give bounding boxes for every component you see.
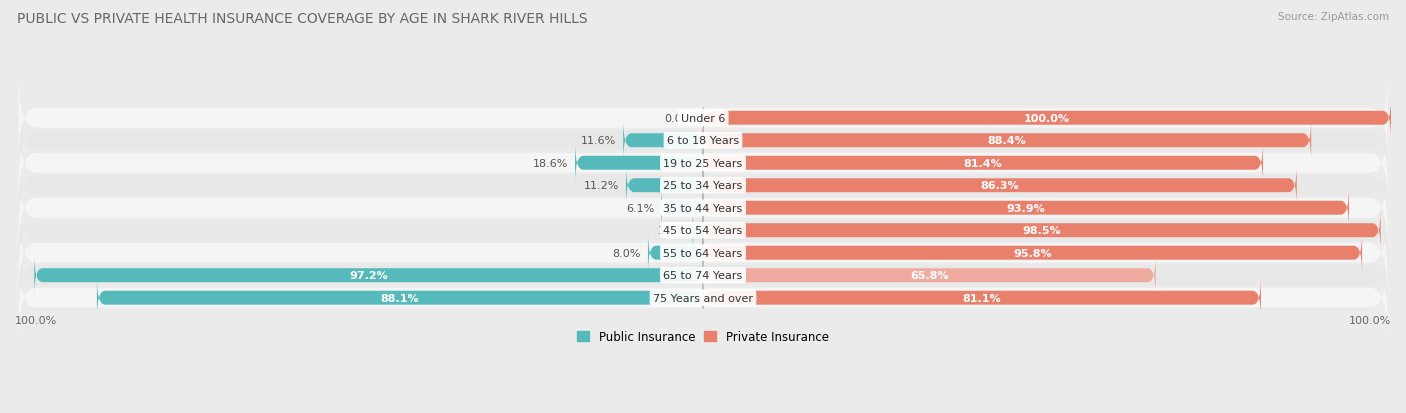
Text: 97.2%: 97.2% <box>349 271 388 280</box>
Text: 1.5%: 1.5% <box>658 225 686 236</box>
FancyBboxPatch shape <box>626 166 703 206</box>
FancyBboxPatch shape <box>693 211 703 251</box>
Text: 6 to 18 Years: 6 to 18 Years <box>666 136 740 146</box>
FancyBboxPatch shape <box>703 278 1261 318</box>
FancyBboxPatch shape <box>700 112 703 126</box>
FancyBboxPatch shape <box>18 185 1388 277</box>
Text: 93.9%: 93.9% <box>1007 203 1046 213</box>
Text: 88.4%: 88.4% <box>988 136 1026 146</box>
FancyBboxPatch shape <box>703 256 1156 295</box>
Text: 8.0%: 8.0% <box>613 248 641 258</box>
FancyBboxPatch shape <box>703 188 1348 228</box>
Text: 18.6%: 18.6% <box>533 158 568 169</box>
Text: 98.5%: 98.5% <box>1022 225 1062 236</box>
FancyBboxPatch shape <box>703 211 1381 251</box>
FancyBboxPatch shape <box>703 143 1263 183</box>
FancyBboxPatch shape <box>648 233 703 273</box>
Text: Source: ZipAtlas.com: Source: ZipAtlas.com <box>1278 12 1389 22</box>
FancyBboxPatch shape <box>18 95 1388 187</box>
FancyBboxPatch shape <box>623 121 703 161</box>
Text: 100.0%: 100.0% <box>1024 114 1070 123</box>
Text: 19 to 25 Years: 19 to 25 Years <box>664 158 742 169</box>
Text: 75 Years and over: 75 Years and over <box>652 293 754 303</box>
Text: 88.1%: 88.1% <box>381 293 419 303</box>
Legend: Public Insurance, Private Insurance: Public Insurance, Private Insurance <box>572 325 834 348</box>
Text: 100.0%: 100.0% <box>15 316 58 325</box>
Text: 0.0%: 0.0% <box>665 114 693 123</box>
FancyBboxPatch shape <box>703 99 1391 138</box>
FancyBboxPatch shape <box>18 229 1388 322</box>
FancyBboxPatch shape <box>703 233 1362 273</box>
FancyBboxPatch shape <box>575 143 703 183</box>
Text: 35 to 44 Years: 35 to 44 Years <box>664 203 742 213</box>
FancyBboxPatch shape <box>661 188 703 228</box>
FancyBboxPatch shape <box>18 72 1388 165</box>
FancyBboxPatch shape <box>703 166 1296 206</box>
Text: PUBLIC VS PRIVATE HEALTH INSURANCE COVERAGE BY AGE IN SHARK RIVER HILLS: PUBLIC VS PRIVATE HEALTH INSURANCE COVER… <box>17 12 588 26</box>
Text: 86.3%: 86.3% <box>980 181 1019 191</box>
Text: 81.1%: 81.1% <box>963 293 1001 303</box>
FancyBboxPatch shape <box>703 121 1312 161</box>
FancyBboxPatch shape <box>18 117 1388 209</box>
FancyBboxPatch shape <box>18 162 1388 254</box>
FancyBboxPatch shape <box>18 207 1388 299</box>
Text: 11.6%: 11.6% <box>581 136 616 146</box>
Text: 81.4%: 81.4% <box>963 158 1002 169</box>
Text: 6.1%: 6.1% <box>626 203 654 213</box>
Text: Under 6: Under 6 <box>681 114 725 123</box>
Text: 65.8%: 65.8% <box>910 271 949 280</box>
Text: 95.8%: 95.8% <box>1014 248 1052 258</box>
Text: 65 to 74 Years: 65 to 74 Years <box>664 271 742 280</box>
FancyBboxPatch shape <box>34 256 703 295</box>
Text: 55 to 64 Years: 55 to 64 Years <box>664 248 742 258</box>
FancyBboxPatch shape <box>97 278 703 318</box>
Text: 11.2%: 11.2% <box>583 181 619 191</box>
Text: 25 to 34 Years: 25 to 34 Years <box>664 181 742 191</box>
Text: 100.0%: 100.0% <box>1348 316 1391 325</box>
FancyBboxPatch shape <box>18 140 1388 232</box>
FancyBboxPatch shape <box>18 252 1388 344</box>
Text: 45 to 54 Years: 45 to 54 Years <box>664 225 742 236</box>
